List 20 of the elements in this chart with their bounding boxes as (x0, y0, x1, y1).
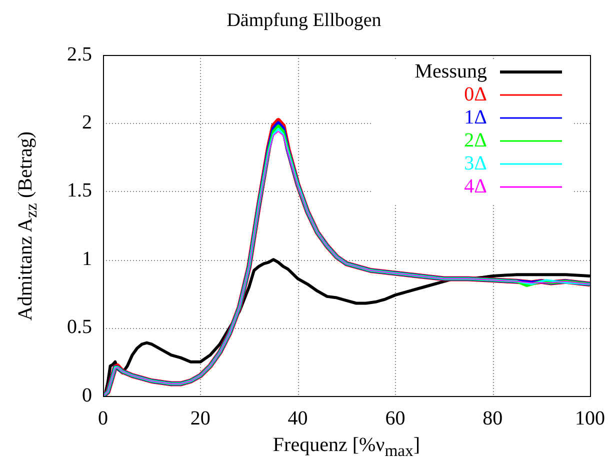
legend-label: Messung (414, 60, 487, 82)
y-tick-label: 0.5 (67, 316, 92, 338)
y-tick-label: 2 (82, 111, 92, 134)
y-tick-label: 2.5 (67, 43, 92, 66)
legend-label: 2Δ (464, 129, 488, 152)
y-tick-label: 0 (82, 384, 92, 406)
legend-label: 1Δ (464, 106, 488, 128)
legend-label: 0Δ (464, 83, 488, 106)
x-tick-label: 60 (385, 407, 406, 430)
x-tick-label: 40 (288, 407, 308, 430)
x-tick-label: 0 (98, 407, 108, 430)
y-tick-label: 1.5 (67, 180, 92, 202)
chart-title: Dämpfung Ellbogen (226, 10, 382, 32)
legend-label: 3Δ (464, 152, 488, 174)
x-tick-label: 100 (575, 407, 605, 430)
x-tick-label: 80 (482, 407, 503, 430)
x-axis-title: Frequenz [%ν$_{max}$] (272, 434, 422, 461)
legend-label: 4Δ (464, 175, 488, 198)
x-tick-label: 20 (190, 407, 210, 430)
y-tick-label: 1 (82, 248, 92, 270)
